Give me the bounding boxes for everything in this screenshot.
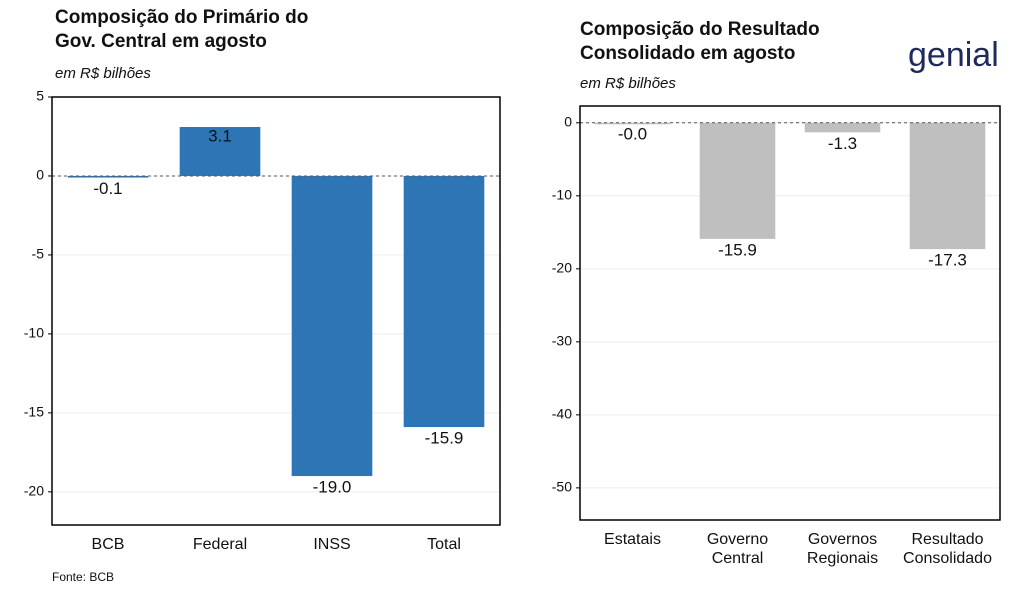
value-label: -15.9: [425, 429, 464, 448]
chart-subtitle: em R$ bilhões: [55, 65, 151, 82]
value-label: -17.3: [928, 251, 967, 270]
bar: [291, 175, 373, 477]
x-tick-label: Federal: [193, 536, 247, 553]
x-tick-label: BCB: [92, 536, 125, 553]
x-tick-label: Estatais: [604, 531, 661, 548]
bar: [804, 122, 881, 133]
chart-subtitle: em R$ bilhões: [580, 75, 676, 92]
x-tick-label: Governos: [808, 531, 877, 548]
chart-title: Gov. Central em agosto: [55, 31, 267, 52]
chart-title: Composição do Primário do: [55, 7, 308, 28]
source: Fonte: BCB: [52, 570, 114, 584]
y-tick-label: 0: [36, 167, 44, 183]
y-tick-label: -10: [552, 187, 572, 203]
chart-title: Consolidado em agosto: [580, 43, 795, 64]
y-tick-label: -30: [552, 333, 572, 349]
x-tick-label: Total: [427, 536, 461, 553]
y-tick-label: -50: [552, 479, 572, 495]
value-label: -19.0: [313, 478, 352, 497]
value-label: -15.9: [718, 240, 757, 259]
bar: [67, 175, 149, 178]
value-label: -1.3: [828, 134, 857, 153]
x-tick-label: Consolidado: [903, 550, 992, 567]
y-tick-label: -20: [552, 260, 572, 276]
y-tick-label: -5: [32, 246, 45, 262]
y-tick-label: 5: [36, 88, 44, 104]
bar: [403, 175, 485, 428]
bar: [909, 122, 986, 250]
y-tick-label: -40: [552, 406, 572, 422]
y-tick-label: 0: [564, 113, 572, 129]
value-label: -0.1: [93, 179, 122, 198]
bar: [179, 127, 261, 176]
value-label: 3.1: [208, 126, 232, 145]
x-tick-label: Regionais: [807, 550, 878, 567]
x-tick-label: Central: [712, 550, 764, 567]
y-tick-label: -15: [24, 404, 44, 420]
y-tick-label: -20: [24, 483, 44, 499]
plot-frame: [579, 105, 1001, 521]
x-tick-label: Governo: [707, 531, 768, 548]
plot-frame: [51, 96, 501, 526]
y-tick-label: -10: [24, 325, 44, 341]
value-label: -0.0: [618, 124, 647, 143]
logo: genial: [908, 36, 999, 74]
x-tick-label: INSS: [313, 536, 350, 553]
bar: [699, 122, 776, 239]
chart-title: Composição do Resultado: [580, 19, 820, 40]
bar: [594, 122, 671, 125]
x-tick-label: Resultado: [911, 531, 983, 548]
